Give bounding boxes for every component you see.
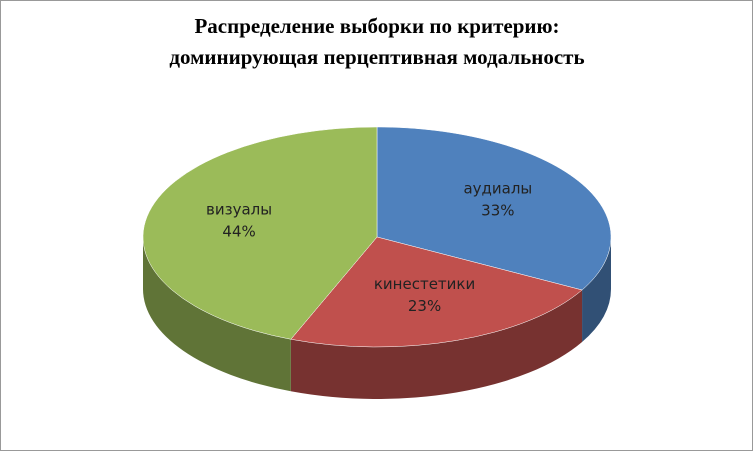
slice [290,236,583,348]
slice-value-label: 33% [481,201,514,219]
slice-label: аудиалы [463,179,532,197]
slice-side [143,237,291,392]
chart-title: доминирующая перцептивная модальность [169,45,584,69]
slice-label: визуалы [206,201,272,219]
slice-side [290,289,583,399]
slice-label: кинестетики [374,275,475,293]
slice [376,126,612,291]
slice-side [582,237,611,342]
slice-value-label: 23% [408,297,441,315]
slice [142,126,378,340]
slice-value-label: 44% [222,223,255,241]
chart-title: Распределение выборки по критерию: [194,14,559,38]
